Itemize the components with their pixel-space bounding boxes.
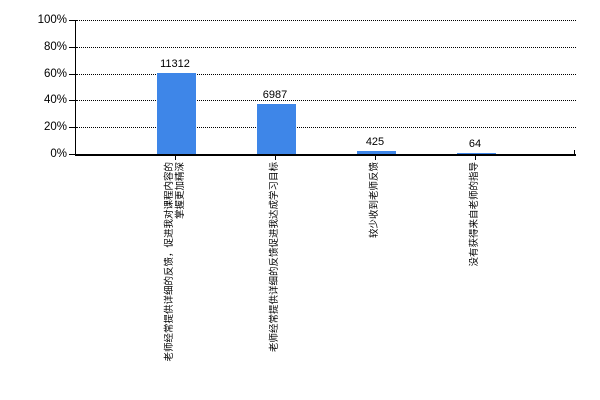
bar xyxy=(256,104,296,154)
x-category-label: 较少收到老师反馈 xyxy=(369,162,380,239)
y-axis-tick-label: 0% xyxy=(50,148,67,160)
plot-area xyxy=(75,20,576,156)
bar-value-label: 64 xyxy=(468,138,482,150)
y-axis-tick-label: 80% xyxy=(43,41,67,53)
x-category-label: 老师经常提供详细的反馈，促进我对课程内容的掌握更加精深 xyxy=(164,162,186,362)
bar xyxy=(156,73,196,154)
gridline-40 xyxy=(76,100,576,101)
bar xyxy=(456,153,496,154)
bar-value-label: 425 xyxy=(365,136,385,148)
y-axis-tick xyxy=(69,74,76,75)
x-axis-tick xyxy=(275,156,276,160)
y-axis-tick xyxy=(69,47,76,48)
x-axis-tick xyxy=(175,156,176,160)
y-axis-tick-label: 100% xyxy=(37,14,67,26)
y-axis-tick xyxy=(69,20,76,21)
x-category-label: 老师经常提供详细的反馈促进我达成学习目标 xyxy=(269,162,280,353)
y-axis-tick-label: 20% xyxy=(43,121,67,133)
gridline-80 xyxy=(76,47,576,48)
x-axis-tick xyxy=(475,156,476,160)
bar-value-label: 6987 xyxy=(262,89,288,101)
y-axis-tick xyxy=(69,127,76,128)
gridline-20 xyxy=(76,127,576,128)
x-category-label: 没有获得来自老师的指导 xyxy=(469,162,480,267)
gridline-60 xyxy=(76,74,576,75)
y-axis-tick-label: 40% xyxy=(43,94,67,106)
y-axis-tick xyxy=(69,154,76,155)
x-axis-tick xyxy=(375,156,376,160)
bar xyxy=(356,151,396,154)
y-axis-tick xyxy=(69,100,76,101)
bar-value-label: 11312 xyxy=(160,58,190,70)
y-axis-tick-label: 60% xyxy=(43,68,67,80)
x-axis-end-tick xyxy=(574,150,575,154)
gridline-100 xyxy=(76,20,576,21)
